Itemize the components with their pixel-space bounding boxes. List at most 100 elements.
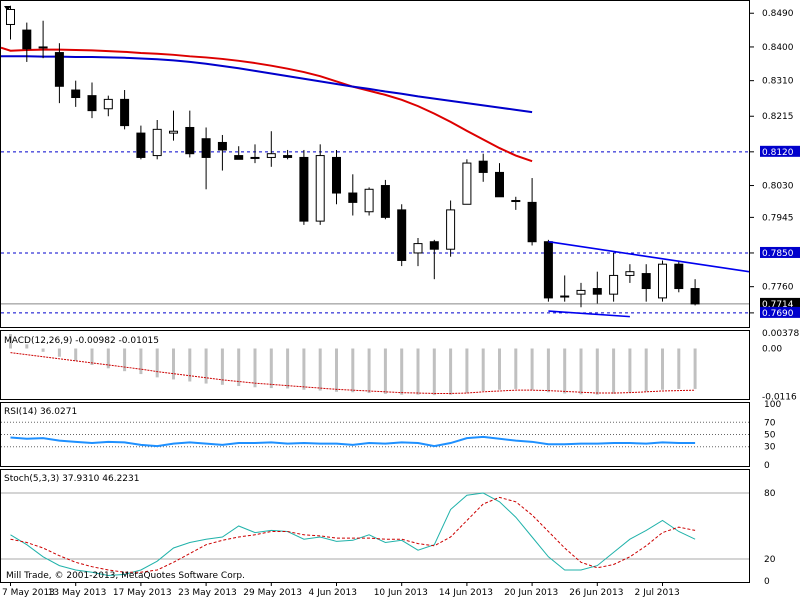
candle[interactable] <box>527 178 537 246</box>
price-label-text: 0.7850 <box>762 249 794 259</box>
candle-body <box>543 241 553 299</box>
candle[interactable] <box>543 239 553 302</box>
candle[interactable] <box>71 80 81 107</box>
price-tick-label: 0.8310 <box>762 77 794 87</box>
candle-body <box>527 201 537 243</box>
candle[interactable] <box>690 279 700 306</box>
price-tick-label: 0.7760 <box>762 283 794 293</box>
price-tick-label: 0.8490 <box>762 9 794 19</box>
candle-body <box>87 95 97 112</box>
candle-body <box>446 209 456 250</box>
candle[interactable] <box>478 153 488 182</box>
ma-red-line <box>0 46 533 163</box>
stoch-k-line <box>10 492 696 577</box>
candle[interactable] <box>560 275 570 302</box>
candle[interactable] <box>283 149 293 160</box>
candle[interactable] <box>592 271 602 304</box>
price-tick-label: 0.8400 <box>762 43 794 53</box>
moving-averages <box>0 46 533 163</box>
candle[interactable] <box>364 187 374 216</box>
candle[interactable] <box>217 134 227 171</box>
stoch-axis: 80 20 0 <box>764 489 776 587</box>
candle[interactable] <box>380 179 390 220</box>
candle[interactable] <box>576 282 586 308</box>
candle[interactable] <box>250 144 260 164</box>
candle-body <box>413 243 423 254</box>
time-tick-label: 7 May 2013 <box>2 588 55 598</box>
candle-body <box>690 288 700 305</box>
candles[interactable] <box>6 5 700 308</box>
rsi-tick-label: 50 <box>764 431 776 441</box>
candle-body <box>217 141 227 151</box>
copyright-footer: Mill Trade, © 2001-2013, MetaQuotes Soft… <box>6 571 245 581</box>
candle[interactable] <box>315 144 325 225</box>
candle[interactable] <box>495 163 504 198</box>
price-tick-label: 0.8215 <box>762 112 794 122</box>
time-tick-label: 2 Jul 2013 <box>635 588 680 598</box>
rsi-tick-label: 70 <box>764 418 776 428</box>
candle[interactable] <box>658 260 667 302</box>
candle-body <box>658 263 667 299</box>
time-tick-label: 23 May 2013 <box>178 588 237 598</box>
price-label-text: 0.7714 <box>762 300 794 310</box>
stoch-panel[interactable] <box>1 492 749 577</box>
candle[interactable] <box>429 239 439 280</box>
time-tick-label: 10 Jun 2013 <box>374 588 428 598</box>
macd-panel[interactable] <box>9 334 697 396</box>
candle[interactable] <box>87 82 97 119</box>
candle[interactable] <box>136 125 146 160</box>
candle[interactable] <box>397 204 407 267</box>
candle[interactable] <box>609 252 619 302</box>
candle[interactable] <box>185 110 195 158</box>
candle[interactable] <box>625 264 635 283</box>
candle-body <box>22 29 32 50</box>
candle-body <box>609 274 619 295</box>
rsi-title: RSI(14) 36.0271 <box>4 407 77 417</box>
candle[interactable] <box>152 119 162 160</box>
candle-body <box>364 188 374 213</box>
candle[interactable] <box>332 149 341 205</box>
candle-body <box>6 8 15 25</box>
price-axis: 0.8490 0.8400 0.8310 0.8215 0.8120 0.8030 0.79… <box>750 9 800 319</box>
macd-title: MACD(12,26,9) -0.00982 -0.01015 <box>4 336 159 346</box>
stoch-tick-label: 80 <box>764 489 776 499</box>
candle[interactable] <box>674 260 684 293</box>
time-tick-label: 14 Jun 2013 <box>439 588 493 598</box>
trendlines[interactable] <box>548 240 750 318</box>
candle-body <box>625 271 635 276</box>
candle[interactable] <box>462 159 472 205</box>
candle-body <box>380 185 390 218</box>
candle[interactable] <box>169 110 178 141</box>
candle[interactable] <box>54 43 64 104</box>
candle[interactable] <box>201 127 211 190</box>
time-tick-label: 29 May 2013 <box>243 588 302 598</box>
trendline-lower <box>548 310 630 318</box>
candle[interactable] <box>511 196 521 210</box>
candle[interactable] <box>413 237 423 267</box>
candle-body <box>283 155 293 158</box>
candle[interactable] <box>22 22 32 62</box>
candle[interactable] <box>266 131 276 167</box>
candle-body <box>71 89 81 99</box>
price-panel[interactable] <box>0 5 750 318</box>
rsi-panel[interactable] <box>1 421 749 448</box>
candle-body <box>397 209 407 261</box>
candle-body <box>511 200 521 203</box>
price-tick-label: 0.7945 <box>762 213 794 223</box>
candle[interactable] <box>299 149 309 225</box>
trendline-upper <box>548 240 750 273</box>
candle[interactable] <box>446 200 456 257</box>
candle[interactable] <box>103 95 113 117</box>
price-label-text: 0.7690 <box>762 309 794 319</box>
candle[interactable] <box>38 20 48 59</box>
rsi-tick-label: 30 <box>764 443 776 453</box>
candle[interactable] <box>120 90 130 130</box>
candle-body <box>152 128 162 157</box>
macd-signal-line <box>10 352 696 394</box>
candle[interactable] <box>6 5 15 40</box>
candle[interactable] <box>641 264 651 302</box>
candle-body <box>54 52 64 87</box>
candle[interactable] <box>348 174 358 216</box>
candle[interactable] <box>234 146 244 160</box>
